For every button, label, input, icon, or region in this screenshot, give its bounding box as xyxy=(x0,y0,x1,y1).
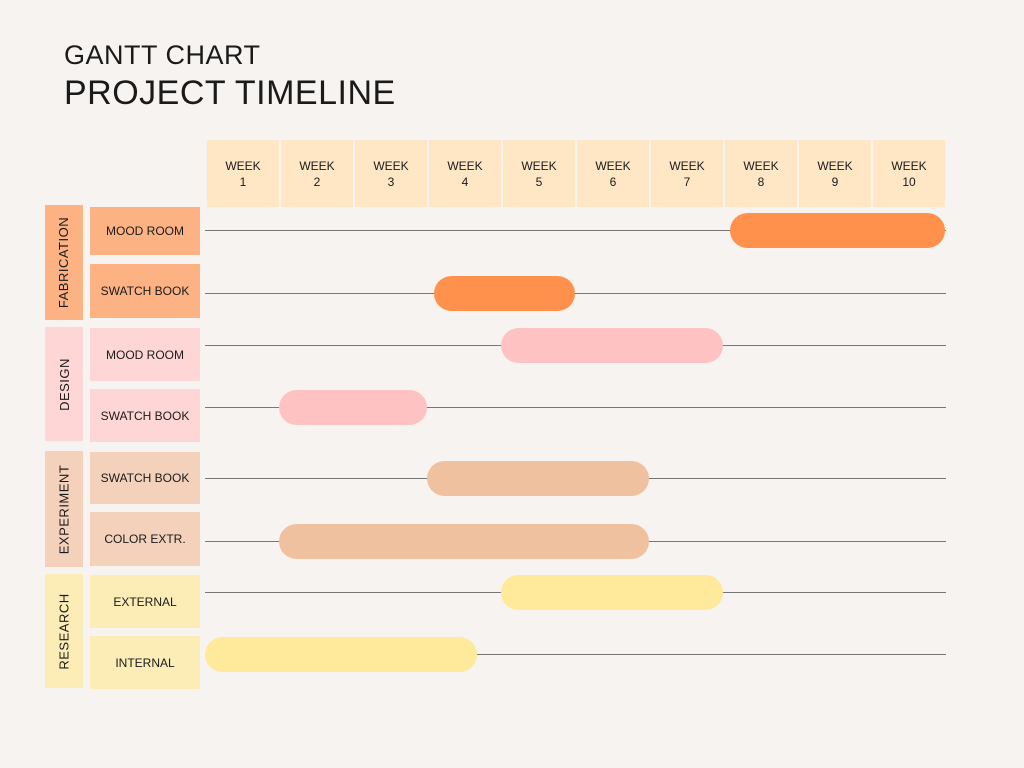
week-header: WEEK 2 xyxy=(281,140,353,207)
group-label-experiment: EXPERIMENT xyxy=(45,451,83,567)
task-bar xyxy=(427,461,649,496)
week-header: WEEK 4 xyxy=(429,140,501,207)
week-header: WEEK 9 xyxy=(799,140,871,207)
task-row-line xyxy=(205,654,946,655)
group-label-research: RESEARCH xyxy=(45,574,83,688)
group-label-design: DESIGN xyxy=(45,327,83,441)
task-bar xyxy=(205,637,477,672)
week-header: WEEK 10 xyxy=(873,140,945,207)
week-header: WEEK 6 xyxy=(577,140,649,207)
task-label: EXTERNAL xyxy=(90,575,200,628)
week-header: WEEK 8 xyxy=(725,140,797,207)
chart-title: PROJECT TIMELINE xyxy=(64,74,396,112)
task-row-line xyxy=(205,230,946,231)
task-label: SWATCH BOOK xyxy=(90,389,200,442)
task-row-line xyxy=(205,407,946,408)
group-label-fabrication: FABRICATION xyxy=(45,205,83,320)
chart-subtitle: GANTT CHART xyxy=(64,40,261,70)
task-bar xyxy=(501,575,723,610)
task-label: MOOD ROOM xyxy=(90,328,200,381)
task-bar xyxy=(434,276,575,311)
task-row-line xyxy=(205,293,946,294)
task-label: MOOD ROOM xyxy=(90,207,200,255)
task-label: INTERNAL xyxy=(90,636,200,689)
group-name: DESIGN xyxy=(56,357,72,411)
group-name: EXPERIMENT xyxy=(56,464,72,554)
task-bar xyxy=(501,328,723,363)
task-label: SWATCH BOOK xyxy=(90,452,200,504)
task-label: SWATCH BOOK xyxy=(90,264,200,318)
week-header: WEEK 1 xyxy=(207,140,279,207)
task-label: COLOR EXTR. xyxy=(90,512,200,566)
week-header: WEEK 7 xyxy=(651,140,723,207)
task-bar xyxy=(279,524,649,559)
week-header: WEEK 3 xyxy=(355,140,427,207)
task-bar xyxy=(730,213,945,248)
task-bar xyxy=(279,390,427,425)
group-name: FABRICATION xyxy=(56,216,72,309)
week-header: WEEK 5 xyxy=(503,140,575,207)
group-name: RESEARCH xyxy=(56,592,72,670)
